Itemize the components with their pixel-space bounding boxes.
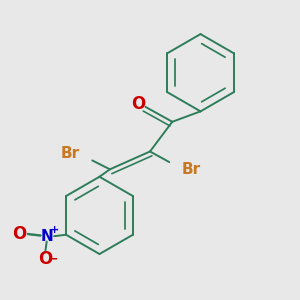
Text: Br: Br <box>61 146 80 161</box>
Text: −: − <box>47 253 58 266</box>
Text: O: O <box>12 225 26 243</box>
Text: Br: Br <box>181 162 200 177</box>
Text: O: O <box>38 250 52 268</box>
Text: O: O <box>131 95 145 113</box>
Text: +: + <box>50 225 59 235</box>
Text: N: N <box>40 229 53 244</box>
